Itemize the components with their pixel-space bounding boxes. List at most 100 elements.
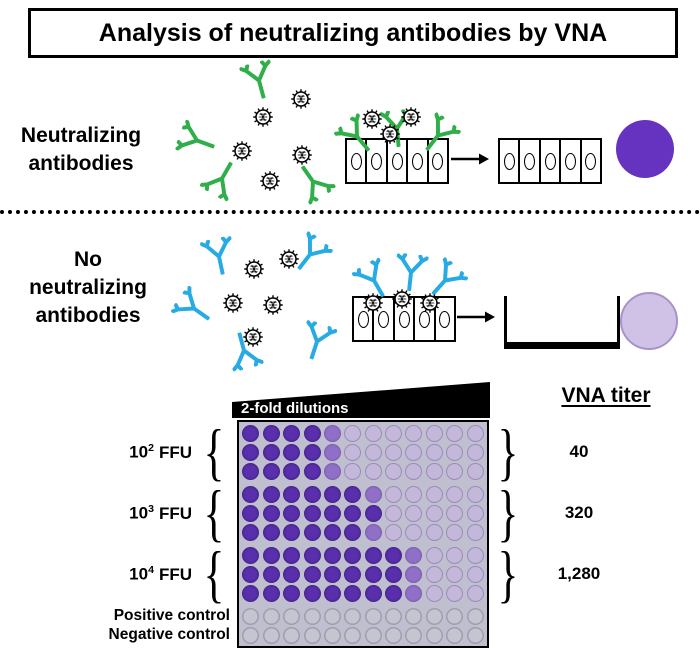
antibody-icon [200,235,239,278]
plate-well [344,463,362,480]
plate-well [446,505,464,522]
plate-well [405,444,423,461]
antibody-icon [239,58,279,102]
virus-icon [240,324,266,350]
virus-icon [220,290,246,316]
positive-stain-circle-icon [616,120,674,178]
positive-control-label: Positive control [113,607,230,624]
neutralizing-label-line2: antibodies [28,152,134,176]
plate-well [466,566,484,583]
virus-icon [360,290,386,316]
plate-well [344,505,362,522]
ffu-unit: FFU [158,442,192,462]
cell [579,140,600,182]
plate-row [239,565,487,584]
plate-well [242,608,260,625]
cell-well-healthy [498,138,602,184]
assay-plate [237,420,489,648]
plate-well [242,566,260,583]
plate-well [425,585,443,602]
plate-well [385,524,402,541]
plate-well [466,444,484,461]
plate-well [344,608,362,625]
dilution-label: 2-fold dilutions [241,400,348,417]
virus-icon [377,121,403,147]
cell [413,298,433,340]
plate-well [283,585,301,602]
virus-icon [257,168,283,194]
dilution-wedge: 2-fold dilutions [232,382,490,418]
plate-well [425,566,443,583]
plate-well [405,566,423,583]
no-neutralizing-label: No neutralizing antibodies [0,246,176,330]
plate-well [344,566,362,583]
plate-well [466,585,484,602]
plate-well [323,627,341,644]
plate-well [303,566,321,583]
plate-well [385,585,402,602]
plate-well [364,627,382,644]
antibody-icon [174,119,220,162]
plate-well [466,505,484,522]
plate-well [303,463,321,480]
plate-row [239,523,487,542]
plate-well [242,463,260,480]
plate-well [425,463,443,480]
plate-row [239,424,487,443]
titer-value: 40 [569,442,589,461]
ffu-label-100: 102 FFU [104,442,192,463]
figure-title: Analysis of neutralizing antibodies by V… [28,8,678,58]
plate-well [283,486,301,503]
plate-well [466,425,484,442]
ffu-base: 10 [129,564,149,584]
plate-well [466,627,484,644]
plate-well [385,425,402,442]
arrow-icon [451,153,489,165]
virus-icon [289,142,315,168]
plate-well [283,566,301,583]
plate-well [323,444,341,461]
cell-nucleus-icon [391,152,403,170]
antibody-icon [296,319,338,364]
plate-well [385,463,402,480]
plate-well [405,585,423,602]
plate-well [364,524,382,541]
cell [372,298,392,340]
plate-well [385,505,402,522]
plate-well [446,486,464,503]
plate-well [425,486,443,503]
plate-well [446,585,464,602]
plate-well [466,463,484,480]
cell-nucleus-icon [432,152,444,170]
cell [518,140,538,182]
plate-well [262,444,280,461]
plate-well [344,524,362,541]
cell-nucleus-icon [371,152,383,170]
plate-well [283,463,301,480]
plate-well [262,608,280,625]
plate-well [262,627,280,644]
plate-well [303,524,321,541]
plate-well [364,585,382,602]
plate-well [425,524,443,541]
plate-well [303,425,321,442]
cell-nucleus-icon [544,152,556,170]
cell-nucleus-icon [564,152,576,170]
titer-value: 1,280 [557,564,601,583]
ffu-base: 10 [129,503,149,523]
plate-well [262,566,280,583]
cell-nucleus-icon [524,152,536,170]
plate-well [262,425,280,442]
plate-well [446,566,464,583]
left-brace: { [203,537,225,610]
plate-well [283,627,301,644]
plate-well [405,486,423,503]
plate-well [262,547,280,564]
plate-well [262,585,280,602]
plate-row [239,584,487,603]
plate-well [242,585,260,602]
cell-nucleus-icon [357,310,369,328]
plate-well [283,608,301,625]
plate-well [405,524,423,541]
plate-well [466,608,484,625]
